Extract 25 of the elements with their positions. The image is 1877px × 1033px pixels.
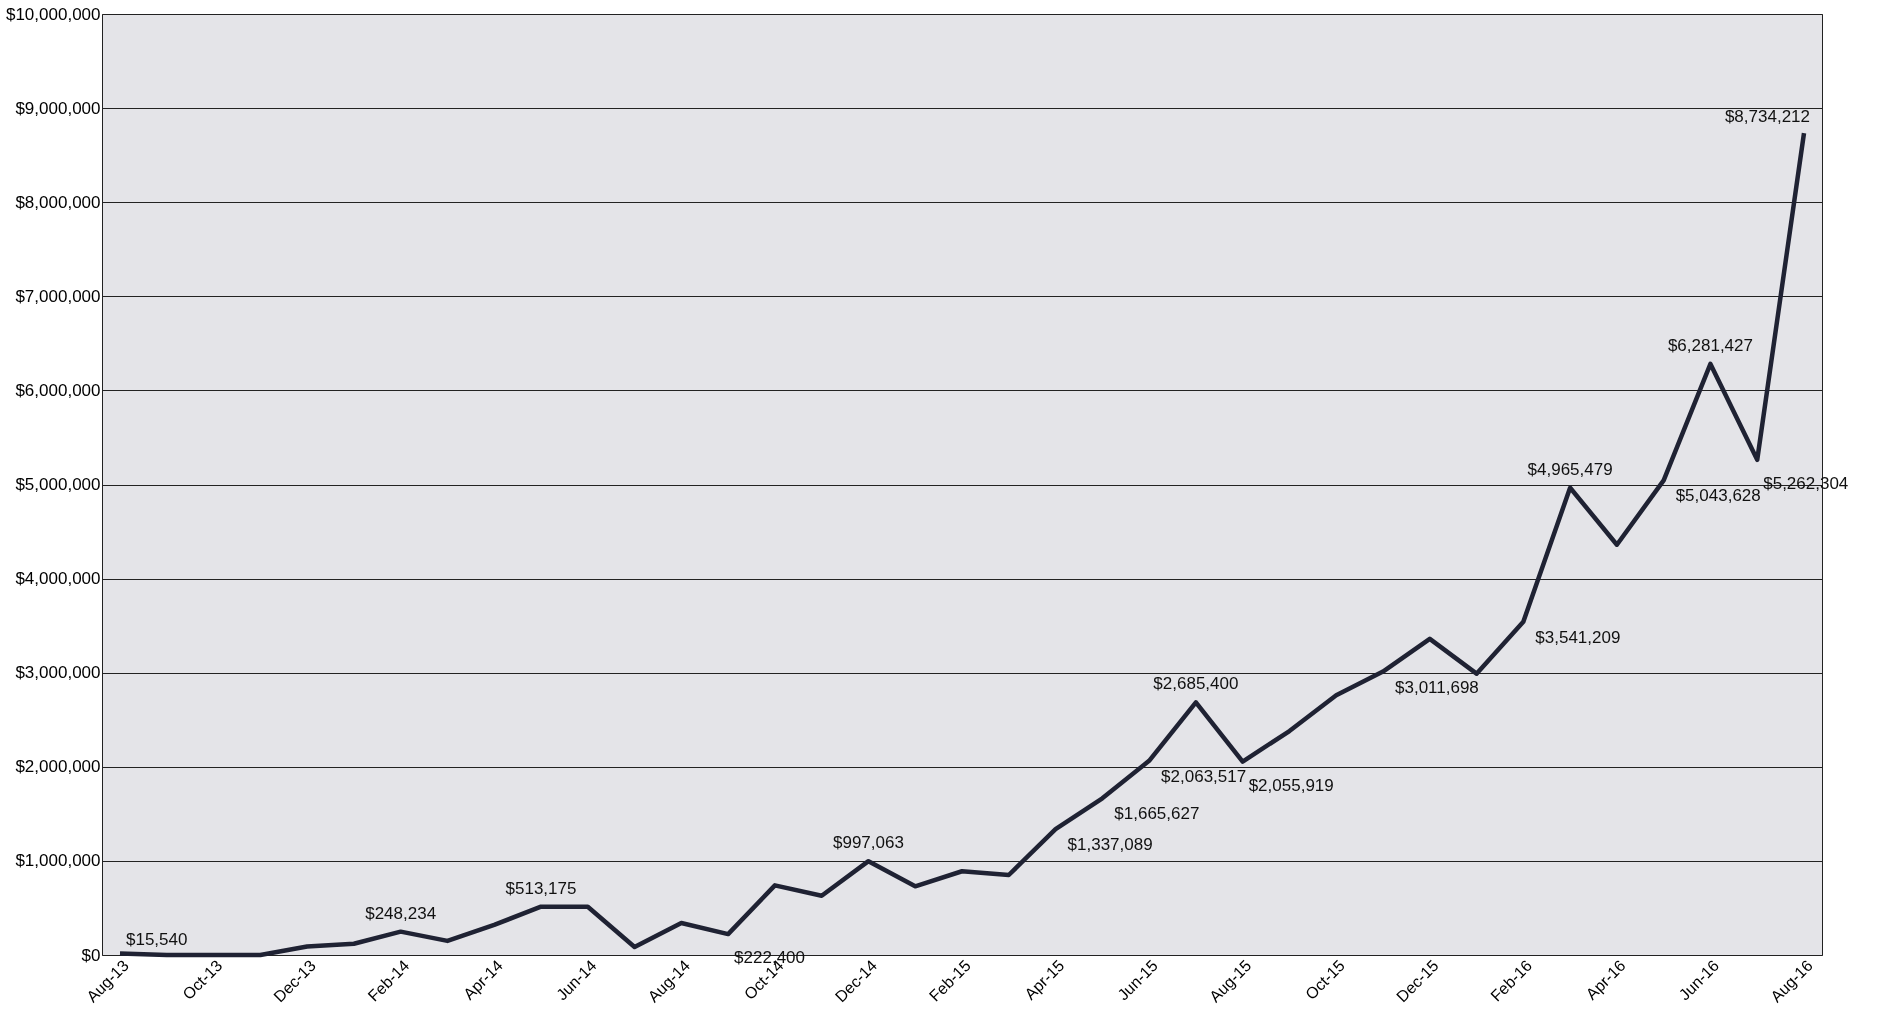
data-label: $2,055,919	[1248, 775, 1334, 795]
data-label: $15,540	[126, 929, 188, 949]
data-label: $4,965,479	[1527, 459, 1613, 479]
y-tick-label: $8,000,000	[15, 192, 101, 212]
y-tick-label: $10,000,000	[5, 4, 101, 24]
y-tick-label: $4,000,000	[15, 569, 101, 589]
y-tick-label: $7,000,000	[15, 286, 101, 306]
data-label: $513,175	[505, 878, 577, 898]
data-label: $3,011,698	[1395, 677, 1479, 697]
y-tick-label: $9,000,000	[15, 98, 101, 118]
data-label: $2,063,517	[1161, 766, 1247, 786]
data-label: $3,541,209	[1535, 627, 1621, 647]
y-tick-label: $3,000,000	[15, 663, 101, 683]
data-label: $1,665,627	[1114, 804, 1200, 824]
data-label: $997,063	[832, 833, 904, 853]
data-label: $1,337,089	[1067, 835, 1153, 855]
data-label: $5,043,628	[1675, 486, 1761, 506]
y-tick-label: $5,000,000	[15, 475, 101, 494]
y-tick-label: $2,000,000	[15, 757, 101, 777]
data-label: $6,281,427	[1667, 335, 1753, 355]
y-tick-label: $1,000,000	[15, 851, 101, 871]
y-tick-label: $6,000,000	[15, 380, 101, 400]
data-label: $8,734,212	[1724, 107, 1810, 127]
data-label: $248,234	[365, 903, 437, 923]
data-label: $2,685,400	[1153, 674, 1239, 694]
